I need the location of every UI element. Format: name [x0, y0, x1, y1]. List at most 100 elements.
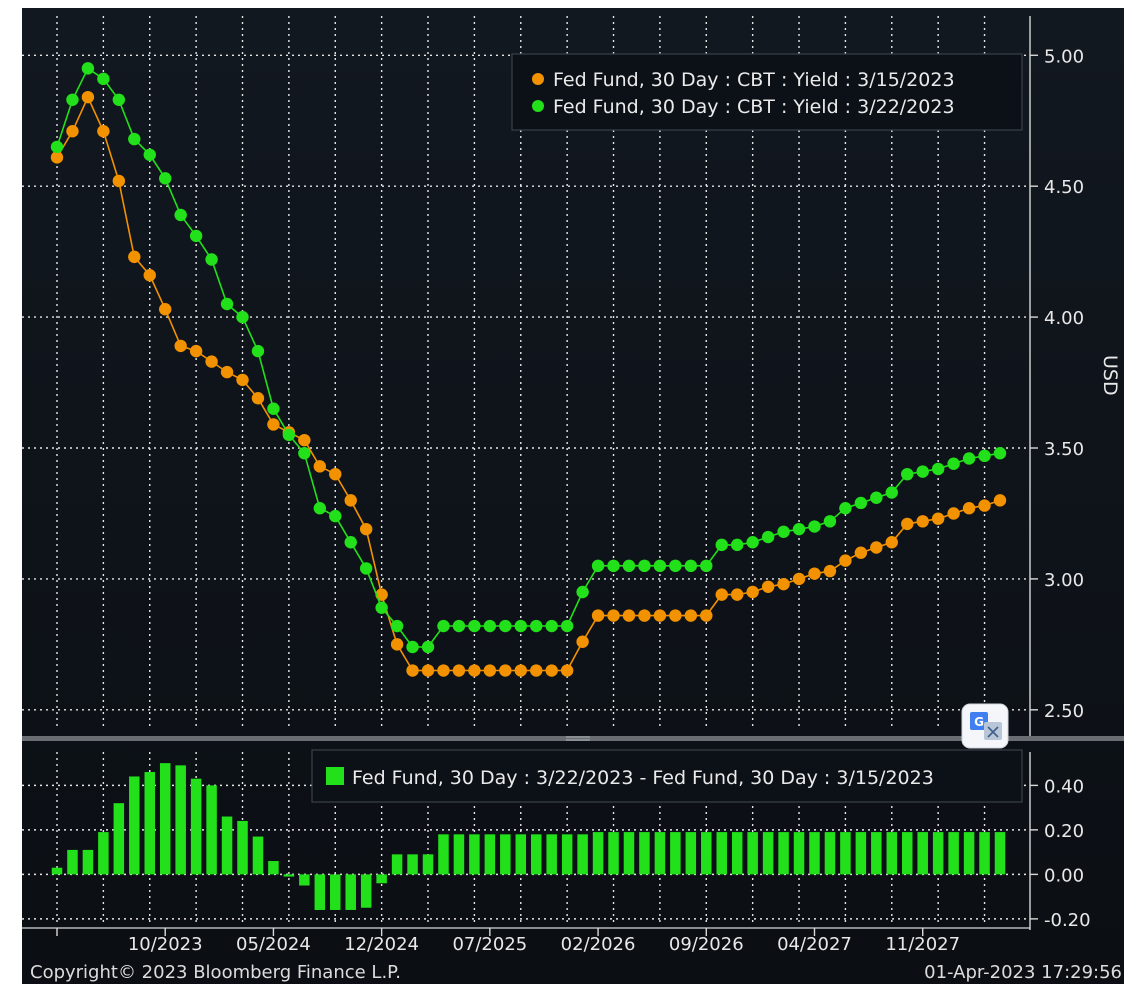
- series-0-point: [545, 664, 558, 677]
- series-1-point: [901, 467, 914, 481]
- series-0-point: [390, 638, 404, 651]
- series-1-point: [576, 585, 589, 599]
- y-tick-label: 3.50: [1044, 439, 1084, 460]
- series-0-point: [205, 355, 218, 368]
- series-1-point: [329, 509, 342, 523]
- series-1-point: [823, 515, 837, 528]
- spread-bar: [237, 820, 248, 875]
- series-1-point: [962, 452, 976, 465]
- y-tick-label: 3.00: [1044, 570, 1084, 591]
- y-tick-label: 0.00: [1044, 865, 1084, 886]
- series-1-point: [854, 496, 868, 510]
- series-1-point: [66, 93, 79, 106]
- top-panel-series: [50, 62, 1007, 677]
- spread-bar: [469, 834, 480, 875]
- series-1-point: [545, 619, 558, 633]
- spread-bar: [685, 832, 697, 875]
- spread-bar: [886, 832, 898, 875]
- series-0-point: [746, 585, 759, 599]
- spread-bar: [221, 816, 233, 875]
- series-1-point: [761, 530, 775, 544]
- spread-bar: [67, 849, 78, 875]
- series-0-point: [916, 515, 929, 528]
- series-1-point: [514, 619, 527, 633]
- y-axis-label: USD: [1099, 355, 1121, 396]
- bottom-panel-bars: [51, 763, 1006, 910]
- chart-background: [22, 8, 1124, 962]
- series-1-point: [947, 457, 960, 470]
- series-1-point: [406, 640, 419, 654]
- spread-bar: [407, 854, 418, 875]
- series-1-point: [205, 253, 218, 266]
- translate-icon-front: [970, 712, 988, 730]
- series-0-point: [638, 609, 651, 622]
- x-tick-label: 07/2025: [452, 934, 527, 955]
- series-0-point: [483, 664, 497, 677]
- copyright-text: Copyright© 2023 Bloomberg Finance L.P.: [30, 962, 401, 983]
- series-0-point: [313, 460, 327, 473]
- series-0-point: [406, 664, 419, 677]
- series-1-point: [313, 502, 327, 515]
- series-0-point: [421, 664, 435, 677]
- series-1-point: [468, 619, 481, 633]
- series-1-point: [916, 465, 929, 478]
- series-1-point: [839, 502, 852, 515]
- series-1-point: [560, 619, 574, 633]
- series-1-point: [267, 402, 280, 415]
- series-0-point: [437, 664, 450, 677]
- y-tick-label: 2.50: [1044, 701, 1084, 722]
- spread-bar: [206, 785, 217, 875]
- spread-bar: [948, 832, 959, 875]
- series-0-point: [128, 250, 141, 264]
- series-1-point: [931, 462, 945, 476]
- timestamp-text: 01-Apr-2023 17:29:56: [924, 962, 1122, 983]
- spread-bar: [623, 832, 635, 875]
- y-tick-label: 4.00: [1044, 308, 1084, 329]
- series-1-point: [777, 525, 790, 538]
- spread-bar: [592, 832, 604, 875]
- series-1-point: [684, 559, 698, 573]
- series-0-point: [901, 517, 914, 531]
- spread-bar: [175, 765, 186, 875]
- top-panel-grid: [22, 16, 1030, 728]
- series-0-point: [978, 499, 991, 512]
- series-0-point: [947, 507, 960, 520]
- spread-bar: [129, 776, 140, 875]
- series-1-point: [236, 310, 249, 324]
- spread-bar: [159, 763, 171, 875]
- series-0-point: [514, 664, 527, 677]
- series-1-point: [112, 93, 126, 106]
- series-0-point: [669, 609, 682, 622]
- series-1-point: [97, 72, 110, 86]
- series-1-point: [359, 562, 373, 575]
- y-tick-label: 5.00: [1044, 46, 1084, 67]
- series-1-point: [591, 559, 605, 573]
- spread-bar: [190, 778, 202, 875]
- series-1-point: [452, 619, 466, 633]
- legend-label-spread: Fed Fund, 30 Day : 3/22/2023 - Fed Fund,…: [352, 767, 934, 789]
- series-1-point: [978, 449, 991, 463]
- series-0-point: [81, 90, 95, 104]
- series-0-point: [174, 339, 187, 353]
- series-1-point: [375, 601, 388, 614]
- panel-divider[interactable]: [22, 736, 1124, 741]
- series-0-point: [854, 546, 868, 559]
- bottom-legend-box: [311, 749, 1023, 803]
- spread-bar: [670, 832, 681, 875]
- series-0-point: [622, 609, 636, 622]
- series-0-point: [359, 522, 373, 536]
- spread-bar: [252, 836, 264, 875]
- spread-bar: [283, 874, 295, 877]
- x-tick-label: 09/2026: [669, 934, 744, 955]
- series-0-point: [329, 467, 342, 481]
- series-0-point: [159, 303, 172, 316]
- series-1-point: [700, 559, 713, 573]
- spread-bar: [268, 861, 279, 875]
- top-legend: Fed Fund, 30 Day : CBT : Yield : 3/15/20…: [511, 53, 1023, 131]
- series-1-point: [808, 520, 821, 533]
- y-tick-label: 0.40: [1044, 776, 1084, 797]
- legend-label-3-22: Fed Fund, 30 Day : CBT : Yield : 3/22/20…: [553, 96, 955, 118]
- translate-badge[interactable]: G: [961, 703, 1009, 749]
- x-ticks: 10/2023 05/2024 12/2024 07/2025 02/2026 09/20…: [56, 928, 960, 955]
